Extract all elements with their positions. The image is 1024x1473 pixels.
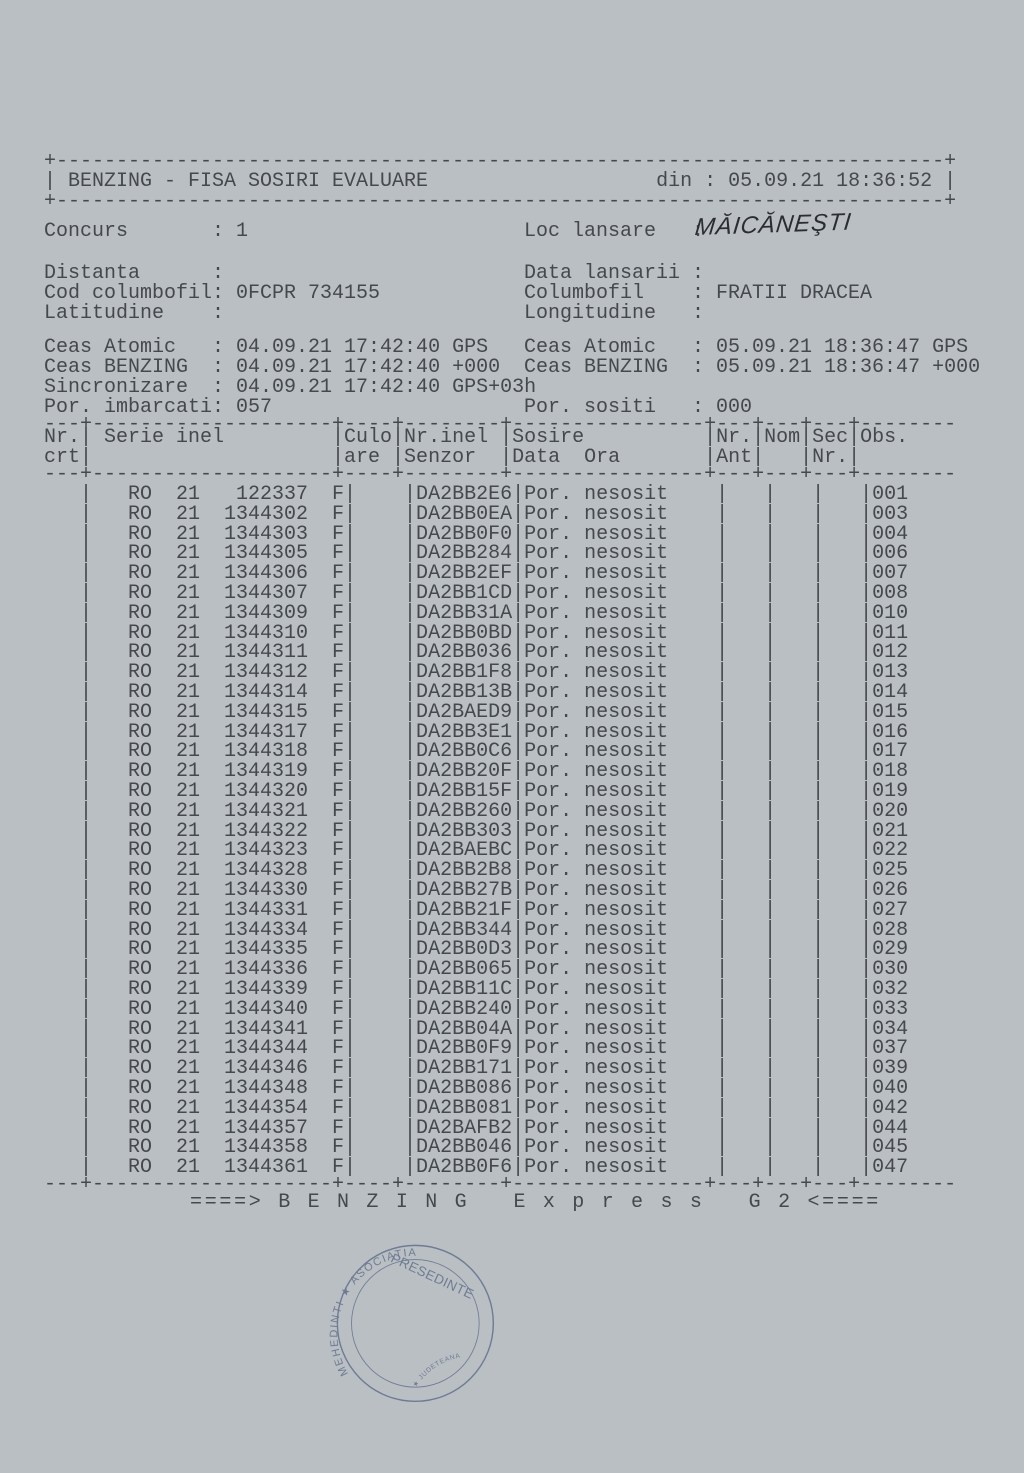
svg-text:★ JUDETEANA: ★ JUDETEANA (411, 1352, 461, 1388)
svg-text:PRESEDINTE: PRESEDINTE (388, 1250, 476, 1301)
